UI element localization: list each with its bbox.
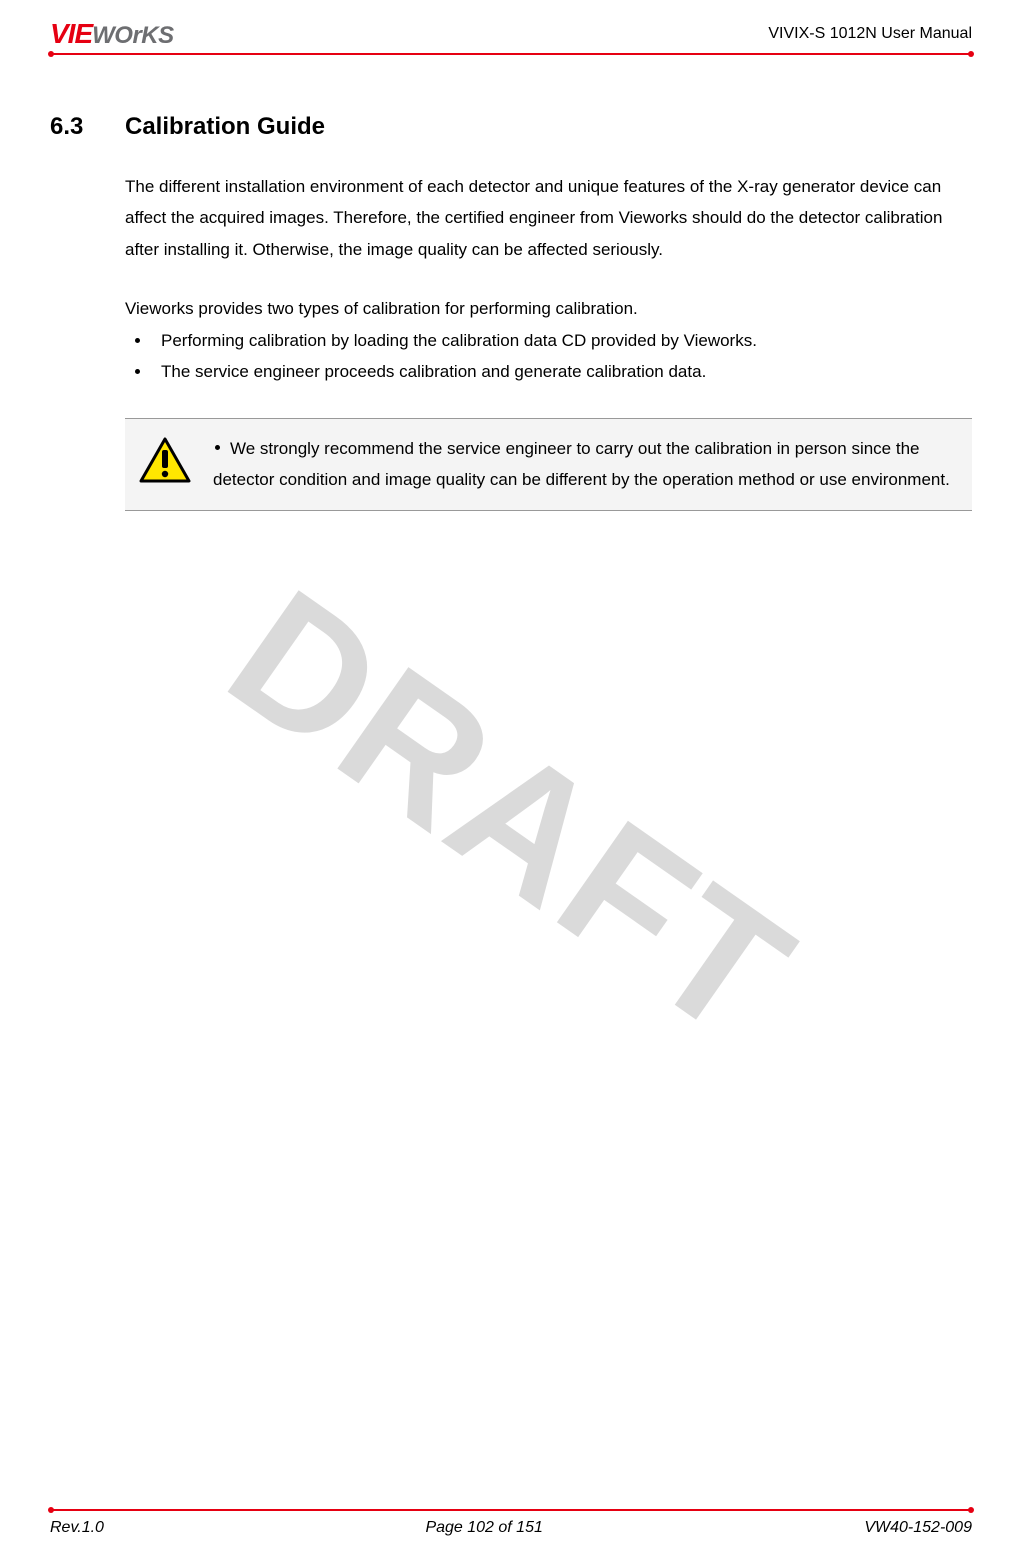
section-heading: 6.3 Calibration Guide [50,113,972,141]
page-header: VIEWOrKS VIVIX-S 1012N User Manual [50,18,972,50]
callout-bullet-dot [215,445,220,450]
warning-callout: We strongly recommend the service engine… [125,418,972,511]
vieworks-logo: VIEWOrKS [50,18,174,50]
section-number: 6.3 [50,113,125,141]
footer-divider [50,1509,972,1511]
document-page: DRAFT VIEWOrKS VIVIX-S 1012N User Manual… [0,0,1022,1567]
footer-revision: Rev.1.0 [50,1519,104,1537]
footer-dot-left [48,1507,54,1513]
callout-text: We strongly recommend the service engine… [213,433,958,496]
body-text: The different installation environment o… [125,171,972,388]
logo-suffix: WOrKS [92,22,174,50]
bullet-item-1: Performing calibration by loading the ca… [125,325,972,356]
footer-doc-number: VW40-152-009 [864,1519,972,1537]
exclamation-triangle-icon [139,437,191,488]
section-title: Calibration Guide [125,113,325,141]
bullet-item-2: The service engineer proceeds calibratio… [125,356,972,387]
paragraph-2: Vieworks provides two types of calibrati… [125,293,972,324]
footer-page-number: Page 102 of 151 [425,1519,542,1537]
logo-prefix: VIE [50,18,92,50]
page-footer: Rev.1.0 Page 102 of 151 VW40-152-009 [50,1509,972,1537]
document-title: VIVIX-S 1012N User Manual [768,25,972,43]
bullet-list: Performing calibration by loading the ca… [125,325,972,388]
footer-text-row: Rev.1.0 Page 102 of 151 VW40-152-009 [50,1519,972,1537]
draft-watermark: DRAFT [194,549,829,1080]
callout-body: We strongly recommend the service engine… [213,439,950,489]
page-content: 6.3 Calibration Guide The different inst… [50,55,972,511]
paragraph-1: The different installation environment o… [125,171,972,265]
footer-dot-right [968,1507,974,1513]
